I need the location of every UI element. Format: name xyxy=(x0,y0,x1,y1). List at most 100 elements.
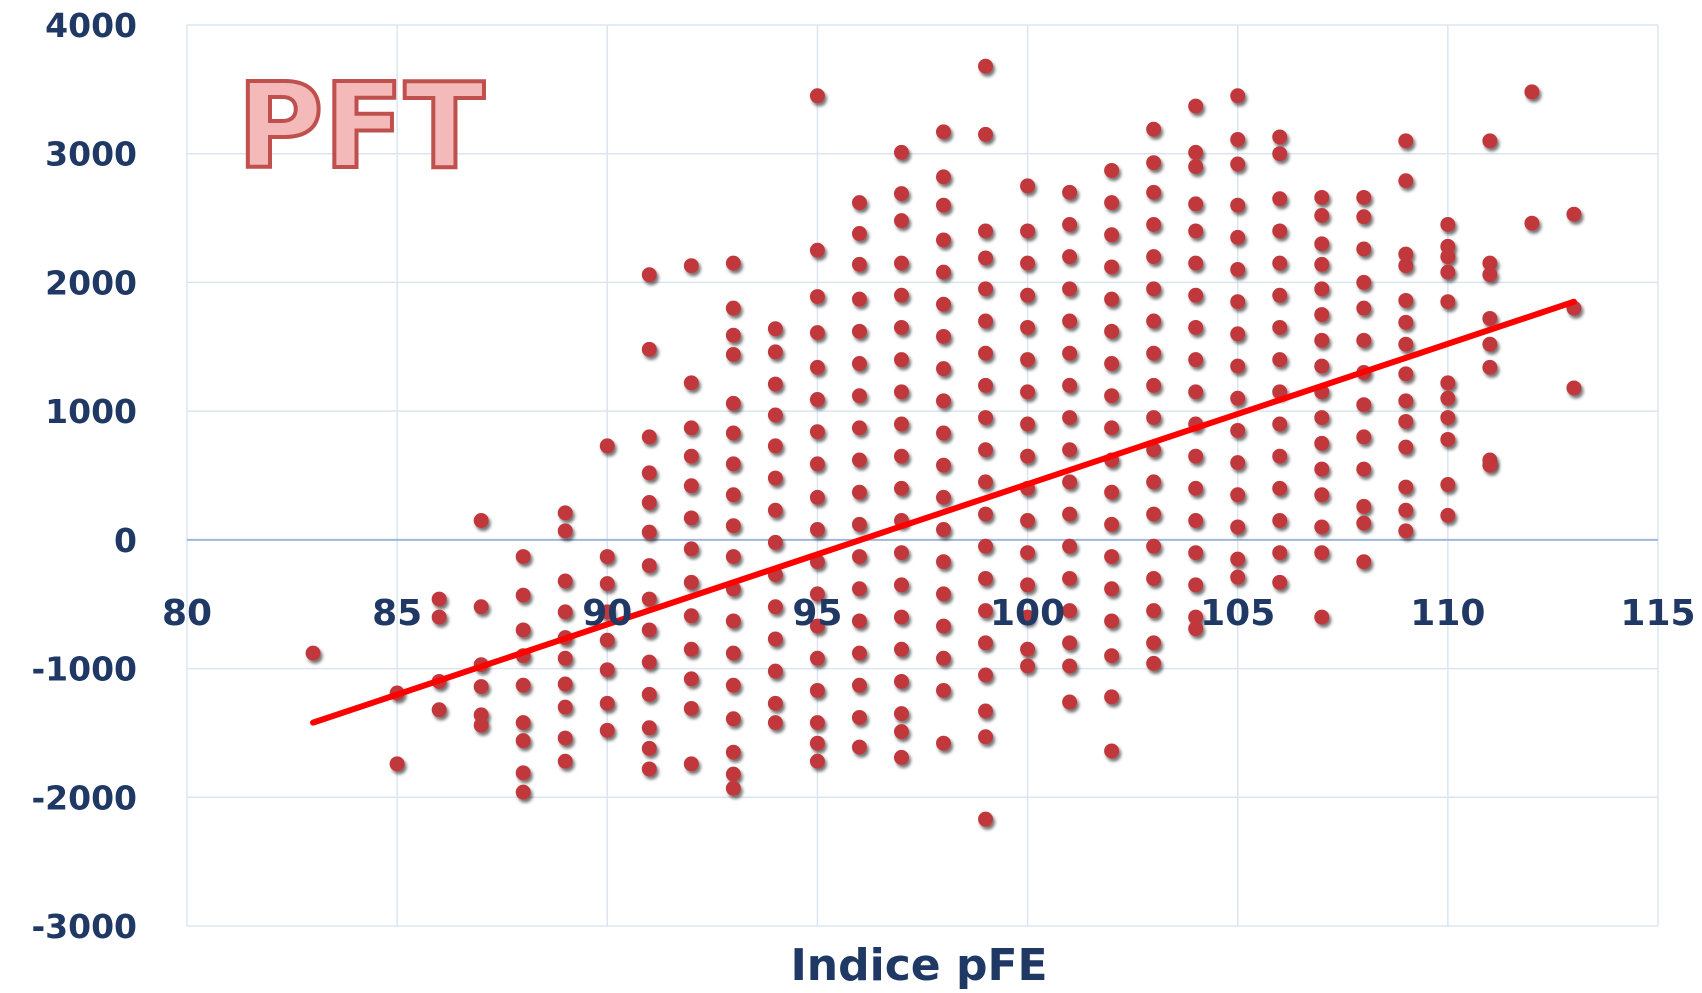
data-point xyxy=(1356,461,1372,477)
data-point xyxy=(1314,545,1330,561)
data-point xyxy=(725,456,741,472)
data-point xyxy=(767,376,783,392)
data-point xyxy=(683,420,699,436)
data-point xyxy=(978,313,994,329)
data-point xyxy=(1020,287,1036,303)
data-point xyxy=(851,709,867,725)
data-point xyxy=(599,722,615,738)
data-point xyxy=(641,524,657,540)
data-point xyxy=(1062,217,1078,233)
data-point xyxy=(893,609,909,625)
data-point xyxy=(893,749,909,765)
data-point xyxy=(557,523,573,539)
data-point xyxy=(683,375,699,391)
data-point xyxy=(1440,294,1456,310)
data-point xyxy=(725,645,741,661)
data-point xyxy=(641,686,657,702)
data-point xyxy=(1314,410,1330,426)
data-point xyxy=(1314,281,1330,297)
data-point xyxy=(936,169,952,185)
data-point xyxy=(1146,474,1162,490)
data-point xyxy=(936,650,952,666)
data-point xyxy=(809,242,825,258)
data-point xyxy=(641,465,657,481)
data-point xyxy=(1188,448,1204,464)
y-tick-label: 4000 xyxy=(45,6,137,45)
data-point xyxy=(599,632,615,648)
data-point xyxy=(641,654,657,670)
data-point xyxy=(473,599,489,615)
data-point xyxy=(725,711,741,727)
data-point xyxy=(1020,513,1036,529)
data-point xyxy=(1356,554,1372,570)
data-point xyxy=(1146,410,1162,426)
data-point xyxy=(1062,694,1078,710)
data-point xyxy=(1314,207,1330,223)
data-point xyxy=(1104,516,1120,532)
data-point xyxy=(1440,410,1456,426)
data-point xyxy=(767,663,783,679)
data-point xyxy=(515,622,531,638)
data-point xyxy=(1314,332,1330,348)
data-point xyxy=(767,534,783,550)
data-point xyxy=(851,739,867,755)
data-point xyxy=(557,699,573,715)
data-point xyxy=(725,300,741,316)
data-point xyxy=(725,487,741,503)
data-point xyxy=(641,740,657,756)
data-point xyxy=(683,574,699,590)
data-point xyxy=(1104,689,1120,705)
y-tick-label: -3000 xyxy=(31,907,137,946)
data-point xyxy=(851,677,867,693)
data-point xyxy=(1356,397,1372,413)
data-point xyxy=(809,392,825,408)
data-point xyxy=(473,707,489,723)
data-point xyxy=(557,676,573,692)
data-point xyxy=(641,341,657,357)
data-point xyxy=(1188,513,1204,529)
data-point xyxy=(978,345,994,361)
trend-line xyxy=(310,298,1577,726)
data-point xyxy=(978,667,994,683)
data-point xyxy=(473,717,489,733)
data-point xyxy=(851,420,867,436)
data-point xyxy=(683,671,699,687)
data-point xyxy=(1020,577,1036,593)
data-point xyxy=(1566,380,1582,396)
data-point xyxy=(1104,162,1120,178)
x-tick-label: 105 xyxy=(1200,593,1275,634)
data-point xyxy=(1146,121,1162,137)
data-point xyxy=(1398,246,1414,262)
data-point xyxy=(1230,229,1246,245)
data-point xyxy=(978,126,994,142)
data-point xyxy=(893,724,909,740)
data-point xyxy=(1314,519,1330,535)
data-point xyxy=(1314,358,1330,374)
data-point xyxy=(809,489,825,505)
data-point xyxy=(1104,291,1120,307)
data-point xyxy=(1398,133,1414,149)
data-point xyxy=(1062,474,1078,490)
data-point xyxy=(515,733,531,749)
data-point xyxy=(1062,538,1078,554)
data-point xyxy=(809,586,825,602)
data-point xyxy=(1146,313,1162,329)
data-point xyxy=(641,558,657,574)
data-point xyxy=(1062,249,1078,265)
x-tick-label: 90 xyxy=(582,593,632,634)
data-point xyxy=(683,541,699,557)
y-tick-label: -1000 xyxy=(31,650,137,689)
data-point xyxy=(1272,255,1288,271)
data-point xyxy=(1272,129,1288,145)
data-point xyxy=(851,323,867,339)
data-point xyxy=(1230,197,1246,213)
data-point xyxy=(1356,189,1372,205)
data-point xyxy=(893,448,909,464)
data-point xyxy=(1230,326,1246,342)
data-point xyxy=(1314,461,1330,477)
data-point xyxy=(936,618,952,634)
data-point xyxy=(978,281,994,297)
data-point xyxy=(1020,416,1036,432)
data-point xyxy=(1104,743,1120,759)
